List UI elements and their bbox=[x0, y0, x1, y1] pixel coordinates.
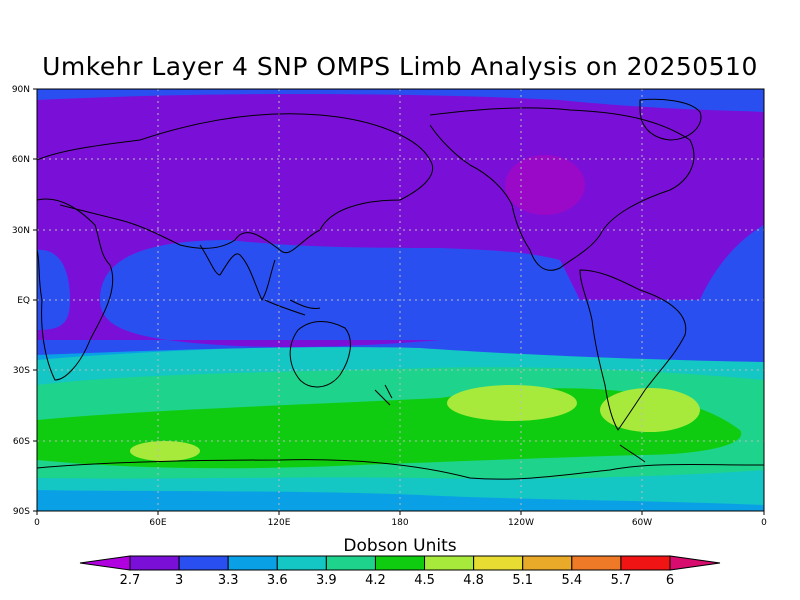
lat-label: 60N bbox=[12, 155, 30, 165]
lat-label: 60S bbox=[13, 437, 30, 447]
lon-label: 0 bbox=[761, 518, 767, 528]
colorbar-segment bbox=[473, 555, 524, 571]
contour-field bbox=[37, 89, 764, 511]
colorbar: 2.7 3 3.3 3.6 3.9 4.2 4.5 4.8 5.1 5.4 5.7 6 bbox=[79, 555, 721, 588]
lat-label: 90N bbox=[12, 85, 30, 95]
colorbar-tick-label: 5.7 bbox=[611, 573, 632, 588]
colorbar-segment bbox=[522, 555, 573, 571]
band-lightgreen-blob-1 bbox=[447, 385, 577, 421]
lat-label: 30N bbox=[12, 226, 30, 236]
colorbar-tick-label: 3.9 bbox=[316, 573, 337, 588]
gridlines bbox=[37, 89, 764, 511]
lon-label: 180 bbox=[391, 518, 408, 528]
colorbar-title: Dobson Units bbox=[343, 536, 457, 556]
colorbar-tick-label: 3.3 bbox=[218, 573, 239, 588]
band-purple-northeast bbox=[505, 155, 585, 215]
colorbar-segment bbox=[178, 555, 229, 571]
latitude-labels: 90N 60N 30N EQ 30S 60S 90S bbox=[12, 85, 30, 517]
lon-label: 60E bbox=[149, 518, 166, 528]
axis-ticks bbox=[33, 88, 765, 515]
colorbar-tick-label: 2.7 bbox=[120, 573, 141, 588]
colorbar-segment bbox=[276, 555, 327, 571]
colorbar-segment bbox=[571, 555, 622, 571]
colorbar-upper-extension bbox=[669, 555, 721, 571]
lon-label: 60W bbox=[632, 518, 652, 528]
band-lightgreen-blob-2 bbox=[600, 388, 700, 432]
lat-label: EQ bbox=[17, 296, 30, 306]
lat-label: 30S bbox=[13, 366, 30, 376]
colorbar-segment bbox=[227, 555, 278, 571]
colorbar-segment bbox=[374, 555, 426, 571]
colorbar-tick-label: 3.6 bbox=[267, 573, 288, 588]
colorbar-tick-label: 4.2 bbox=[365, 573, 386, 588]
colorbar-lower-extension bbox=[79, 555, 131, 571]
coastlines bbox=[37, 98, 764, 480]
colorbar-tick-label: 6 bbox=[666, 573, 674, 588]
colorbar-segment bbox=[129, 555, 180, 571]
lat-label: 90S bbox=[13, 507, 30, 517]
lon-label: 120W bbox=[508, 518, 534, 528]
colorbar-segment bbox=[620, 555, 671, 571]
chart-title: Umkehr Layer 4 SNP OMPS Limb Analysis on… bbox=[42, 52, 758, 81]
colorbar-tick-label: 4.5 bbox=[414, 573, 435, 588]
colorbar-tick-label: 3 bbox=[175, 573, 183, 588]
colorbar-tick-label: 5.4 bbox=[561, 573, 582, 588]
colorbar-segment bbox=[424, 555, 475, 571]
colorbar-tick-label: 4.8 bbox=[463, 573, 484, 588]
band-blue-equator bbox=[37, 249, 70, 330]
colorbar-segment bbox=[325, 555, 376, 571]
lon-label: 0 bbox=[34, 518, 40, 528]
colorbar-tick-label: 5.1 bbox=[512, 573, 533, 588]
band-lightgreen-blob-3 bbox=[130, 441, 200, 461]
longitude-labels: 0 60E 120E 180 120W 60W 0 bbox=[34, 518, 767, 528]
lon-label: 120E bbox=[268, 518, 291, 528]
